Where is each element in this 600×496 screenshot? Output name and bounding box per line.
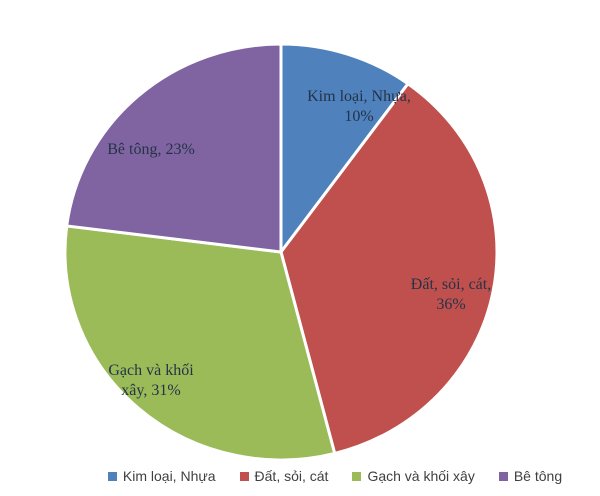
legend-item-gach-va-khoi-xay: Gạch và khối xây (352, 468, 475, 484)
legend-item-kim-loai-nhua: Kim loại, Nhựa (107, 468, 216, 484)
legend: Kim loại, Nhựa Đất, sỏi, cát Gạch và khố… (0, 468, 600, 484)
legend-item-label: Gạch và khối xây (367, 468, 475, 484)
legend-item-label: Đất, sỏi, cát (254, 468, 329, 484)
pie-slice-2 (63, 224, 337, 462)
legend-item-label: Kim loại, Nhựa (122, 468, 216, 484)
pie-slice-3 (65, 42, 283, 254)
legend-swatch-icon (352, 471, 362, 481)
legend-swatch-icon (498, 471, 508, 481)
legend-item-dat-soi-cat: Đất, sỏi, cát (239, 468, 329, 484)
legend-swatch-icon (239, 471, 249, 481)
legend-item-be-tong: Bê tông (498, 468, 563, 484)
pie-slice-0 (279, 42, 410, 254)
legend-swatch-icon (107, 471, 117, 481)
legend-item-label: Bê tông (513, 468, 563, 484)
pie-slice-1 (279, 82, 499, 455)
